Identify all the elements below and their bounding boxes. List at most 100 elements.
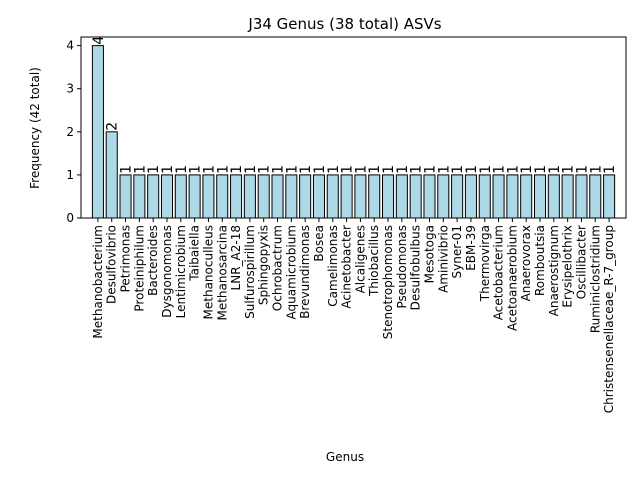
x-tick-label: LNR_A2-18 — [229, 225, 243, 290]
chart-title: J34 Genus (38 total) ASVs — [247, 15, 441, 33]
x-tick-label: Bacteroides — [146, 225, 160, 296]
bar-christensenellaceae-r-7-group — [603, 174, 616, 219]
x-tick-label: Thermovirga — [478, 225, 492, 302]
data-label: 1 — [312, 165, 328, 174]
x-tick-label: Alcaligenes — [353, 225, 367, 293]
bar-alcaligenes — [354, 174, 367, 219]
x-tick-label: Taibaiella — [188, 225, 202, 282]
x-tick-label: Petrimonas — [119, 225, 133, 292]
y-tick-label: 0 — [66, 211, 74, 225]
bar-methanosarcina — [216, 174, 229, 219]
x-tick-label: Anaerovorax — [519, 225, 533, 301]
data-label: 1 — [367, 165, 383, 174]
bar-oscillibacter — [575, 174, 588, 219]
data-label: 1 — [243, 165, 259, 174]
data-label: 1 — [284, 165, 300, 174]
x-tick-label: Bosea — [312, 225, 326, 262]
data-label: 1 — [326, 165, 342, 174]
data-label: 1 — [602, 165, 618, 174]
bars-group — [91, 45, 616, 219]
bar-lentimicrobium — [174, 174, 187, 219]
bar-petrimonas — [119, 174, 132, 219]
x-tick-label: Christensenellaceae_R-7_group — [602, 225, 616, 413]
x-tick-label: Desulfobulbus — [409, 225, 423, 310]
data-label: 1 — [588, 165, 604, 174]
x-tick-label: Mesotoga — [422, 225, 436, 283]
data-label: 1 — [547, 165, 563, 174]
bar-stenotrophomonas — [382, 174, 395, 219]
x-tick-label: Acinetobacter — [340, 225, 354, 309]
bar-pseudomonas — [395, 174, 408, 219]
x-tick-label: Syner-01 — [450, 225, 464, 278]
bar-ruminiclostridium — [589, 174, 602, 219]
data-label: 1 — [257, 165, 273, 174]
x-tick-label: Acetoanaerobium — [505, 225, 519, 331]
y-axis: 0 1 2 3 4 — [66, 39, 81, 225]
bar-anaerovorax — [520, 174, 533, 219]
x-tick-label: Ruminiclostridium — [588, 225, 602, 333]
bar-aminivibrio — [437, 174, 450, 219]
data-label: 1 — [436, 165, 452, 174]
bar-bacteroides — [147, 174, 160, 219]
data-label: 1 — [450, 165, 466, 174]
x-tick-label: Anaerostignum — [547, 225, 561, 316]
data-label: 1 — [533, 165, 549, 174]
bar-methanoculleus — [202, 174, 215, 219]
bar-romboutsia — [533, 174, 547, 219]
data-label: 1 — [492, 165, 508, 174]
data-label: 1 — [519, 165, 535, 174]
bar-brevundimonas — [299, 174, 312, 219]
data-label: 1 — [340, 165, 356, 174]
x-axis: Methanobacterium Desulfovibrio Petrimonas P… — [91, 218, 616, 413]
data-label: 1 — [298, 165, 314, 174]
bar-acetobacterium — [492, 174, 505, 219]
x-tick-label: Dysgonomonas — [160, 225, 174, 318]
bar-methanobacterium — [91, 45, 104, 219]
x-tick-label: EBM-39 — [464, 225, 478, 271]
x-tick-label: Camelimonas — [326, 225, 340, 307]
x-tick-label: Desulfovibrio — [105, 225, 119, 304]
bar-taibaiella — [188, 174, 201, 219]
bar-lnr-a2-18 — [230, 174, 243, 219]
x-tick-label: Acetobacterium — [492, 225, 506, 320]
bar-desulfovibrio — [105, 131, 118, 219]
x-tick-label: Brevundimonas — [298, 225, 312, 319]
data-label: 1 — [174, 165, 190, 174]
bar-thermovirga — [478, 174, 491, 219]
data-label: 1 — [395, 165, 411, 174]
data-label: 4 — [91, 36, 107, 45]
x-axis-label: Genus — [326, 450, 364, 464]
y-axis-label: Frequency (42 total) — [28, 67, 42, 189]
plot-frame — [80, 36, 627, 219]
data-label: 1 — [215, 165, 231, 174]
data-label: 1 — [505, 165, 521, 174]
x-tick-label: Thiobacillus — [367, 225, 381, 297]
x-tick-label: Erysipelothrix — [561, 225, 575, 308]
x-tick-label: Ochrobactrum — [271, 225, 285, 311]
bar-syner-01 — [451, 174, 464, 219]
data-label: 1 — [464, 165, 480, 174]
data-label: 1 — [160, 165, 176, 174]
y-tick-label: 3 — [66, 82, 74, 96]
x-tick-label: Proteiniphilum — [132, 225, 146, 312]
data-label: 1 — [119, 165, 135, 174]
bar-sphingopyxis — [257, 174, 270, 219]
data-label: 1 — [561, 165, 577, 174]
data-label: 1 — [574, 165, 590, 174]
data-label: 1 — [188, 165, 204, 174]
data-label: 2 — [105, 122, 121, 131]
x-tick-label: Aquamicrobium — [284, 225, 298, 319]
bar-ochrobactrum — [271, 174, 284, 219]
bar-sulfurospirillum — [243, 174, 256, 219]
data-label: 1 — [381, 165, 397, 174]
x-tick-label: Aminivibrio — [436, 225, 450, 293]
x-tick-label: Romboutsia — [533, 225, 547, 296]
bar-camelimonas — [326, 174, 339, 219]
data-label: 1 — [201, 165, 217, 174]
bar-desulfobulbus — [409, 174, 422, 219]
x-tick-label: Methanoculleus — [201, 225, 215, 319]
bar-anaerostignum — [547, 174, 560, 219]
bar-mesotoga — [423, 174, 436, 219]
bar-thiobacillus — [368, 174, 381, 219]
